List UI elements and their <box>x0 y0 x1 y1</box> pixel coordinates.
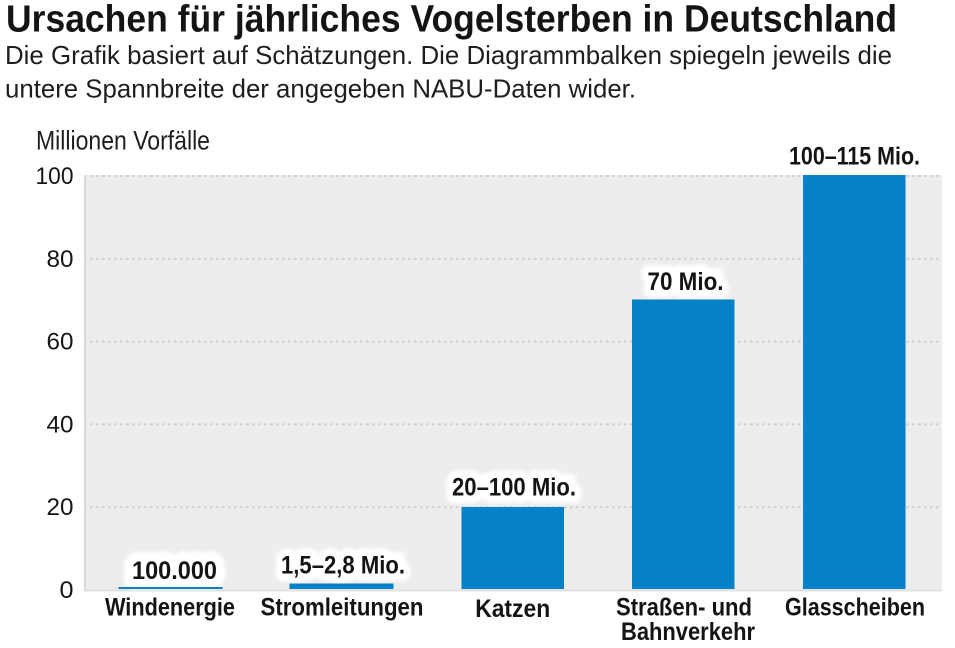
svg-text:80: 80 <box>47 246 74 273</box>
svg-text:Die Grafik basiert auf Schätzu: Die Grafik basiert auf Schätzungen. Die … <box>5 42 892 70</box>
svg-text:Katzen: Katzen <box>475 595 550 623</box>
svg-text:Straßen- und: Straßen- und <box>616 594 752 622</box>
svg-text:Windenergie: Windenergie <box>105 594 235 622</box>
svg-text:60: 60 <box>47 329 74 356</box>
svg-text:0: 0 <box>60 577 74 604</box>
svg-text:Millionen Vorfälle: Millionen Vorfälle <box>36 126 210 156</box>
svg-text:100: 100 <box>36 163 74 190</box>
svg-text:Glasscheiben: Glasscheiben <box>785 594 925 622</box>
svg-text:1,5–2,8 Mio.: 1,5–2,8 Mio. <box>281 553 405 580</box>
svg-text:100–115 Mio.: 100–115 Mio. <box>789 144 920 171</box>
svg-text:untere Spannbreite der angegeb: untere Spannbreite der angegeben NABU-Da… <box>5 76 636 104</box>
svg-text:20: 20 <box>47 494 74 521</box>
svg-text:20–100 Mio.: 20–100 Mio. <box>452 475 576 502</box>
svg-text:40: 40 <box>47 411 74 438</box>
svg-text:Stromleitungen: Stromleitungen <box>261 594 424 622</box>
svg-text:70 Mio.: 70 Mio. <box>648 269 724 296</box>
svg-text:Bahnverkehr: Bahnverkehr <box>621 618 755 646</box>
svg-text:100.000: 100.000 <box>132 558 217 585</box>
svg-text:Ursachen für jährliches Vogels: Ursachen für jährliches Vogelsterben in … <box>6 0 897 41</box>
